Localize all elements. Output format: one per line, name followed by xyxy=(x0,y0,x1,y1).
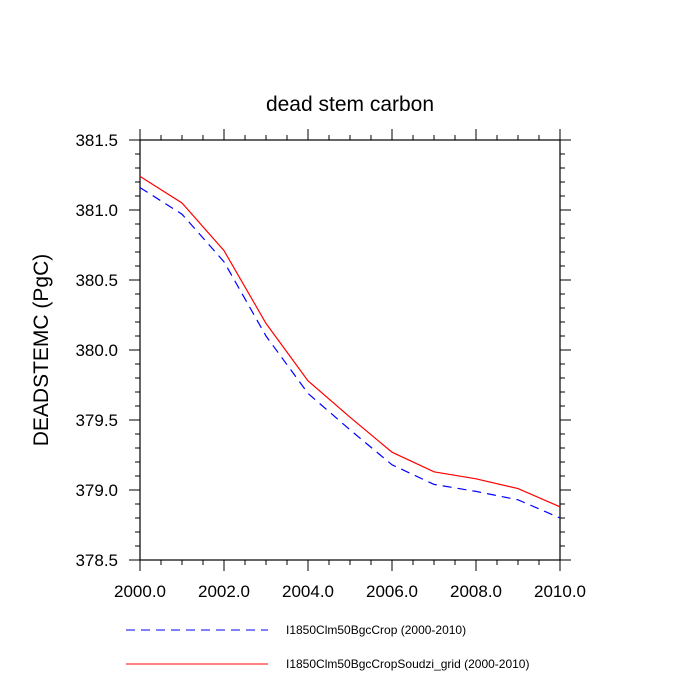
series-line-1 xyxy=(139,187,561,519)
y-tick-label: 381.5 xyxy=(75,131,118,150)
y-tick-label: 378.5 xyxy=(75,551,118,570)
y-tick-label: 379.0 xyxy=(75,481,118,500)
plot-frame xyxy=(139,139,561,561)
x-tick-label: 2002.0 xyxy=(198,582,250,601)
legend-label-1: I1850Clm50BgcCrop (2000-2010) xyxy=(286,623,466,637)
y-tick-label: 379.5 xyxy=(75,411,118,430)
series-line-2 xyxy=(139,175,561,508)
legend: I1850Clm50BgcCrop (2000-2010) I1850Clm50B… xyxy=(126,623,529,671)
legend-label-2: I1850Clm50BgcCropSoudzi_grid (2000-2010) xyxy=(286,657,529,671)
y-tick-label: 380.0 xyxy=(75,341,118,360)
x-tick-label: 2004.0 xyxy=(282,582,334,601)
y-tick-label: 380.5 xyxy=(75,271,118,290)
x-tick-label: 2010.0 xyxy=(534,582,586,601)
plot-area: 2000.0 2002.0 2004.0 2006.0 2008.0 2010.0 378.… xyxy=(75,129,586,601)
chart-title: dead stem carbon xyxy=(266,93,434,116)
y-tick-label: 381.0 xyxy=(75,201,118,220)
y-axis-label: DEADSTEMC (PgC) xyxy=(30,254,53,447)
x-tick-label: 2006.0 xyxy=(366,582,418,601)
x-tick-label: 2000.0 xyxy=(114,582,166,601)
x-tick-label: 2008.0 xyxy=(450,582,502,601)
